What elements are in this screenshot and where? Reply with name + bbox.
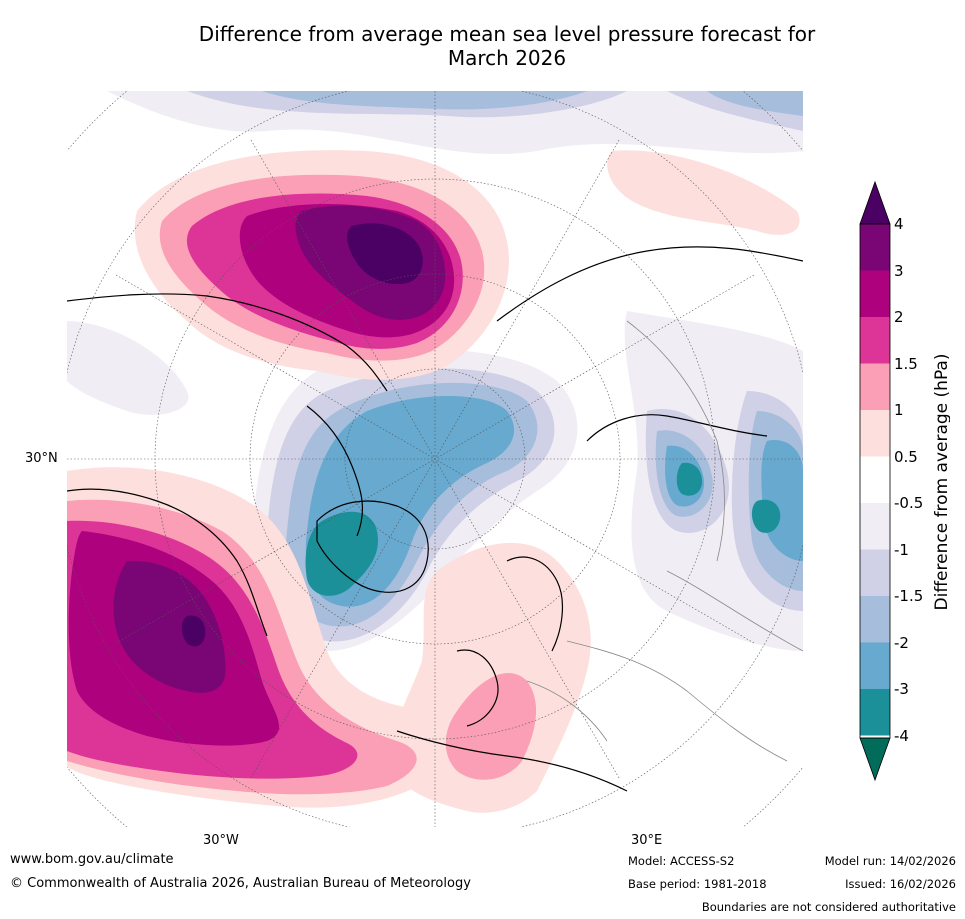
coastlines xyxy=(67,246,803,792)
pressure-anomaly-map xyxy=(67,91,803,827)
footer-disclaimer: Boundaries are not considered authoritat… xyxy=(701,900,956,914)
footer-model-run: Model run: 14/02/2026 xyxy=(824,854,956,868)
footer-copyright: © Commonwealth of Australia 2026, Austra… xyxy=(10,876,471,891)
tick-label-m0.5: -0.5 xyxy=(894,494,923,512)
colorbar-label: Difference from average (hPa) xyxy=(932,354,950,611)
footer-url[interactable]: www.bom.gov.au/climate xyxy=(10,852,174,867)
colorbar-label-wrap: Difference from average (hPa) xyxy=(932,332,952,632)
title-line-1: Difference from average mean sea level p… xyxy=(198,22,816,46)
colorbar: 4 3 2 1.5 1 0.5 -0.5 -1 -1.5 -2 -3 -4 xyxy=(855,180,935,785)
colorbar-band-m1-m0.5 xyxy=(860,503,890,550)
tick-label-1: 1 xyxy=(894,401,904,419)
label-30w: 30°W xyxy=(203,833,239,848)
colorbar-band-m2-m1.5 xyxy=(860,596,890,643)
tick-label-m3: -3 xyxy=(894,680,909,698)
tick-label-m4: -4 xyxy=(894,727,909,745)
map-svg xyxy=(67,91,803,827)
colorbar-band-2-3 xyxy=(860,270,890,317)
colorbar-svg: 4 3 2 1.5 1 0.5 -0.5 -1 -1.5 -2 -3 -4 xyxy=(859,180,923,782)
footer-model: Model: ACCESS-S2 xyxy=(628,854,735,868)
title-line-2: March 2026 xyxy=(447,46,567,70)
colorbar-band-0.5-1 xyxy=(860,410,890,457)
colorbar-band-1-1.5 xyxy=(860,363,890,410)
tick-label-4: 4 xyxy=(894,215,904,233)
country-borders xyxy=(526,320,803,762)
tick-label-m2: -2 xyxy=(894,634,909,652)
colorbar-frame xyxy=(859,223,891,739)
graticule xyxy=(67,91,803,827)
colorbar-arrow-bottom xyxy=(859,737,891,782)
colorbar-band-m4-m3 xyxy=(860,689,890,736)
label-30e: 30°E xyxy=(631,833,663,848)
tick-label-1.5: 1.5 xyxy=(894,355,918,373)
anomaly-positive-extreme xyxy=(181,223,423,647)
tick-label-m1: -1 xyxy=(894,541,909,559)
footer-issued: Issued: 16/02/2026 xyxy=(845,877,956,891)
colorbar-band-3-4 xyxy=(860,224,890,271)
colorbar-band-m3-m2 xyxy=(860,642,890,689)
tick-label-2: 2 xyxy=(894,308,904,326)
colorbar-band-m1.5-m1 xyxy=(860,549,890,596)
label-30n: 30°N xyxy=(25,451,58,466)
chart-title: Difference from average mean sea level p… xyxy=(0,22,965,70)
footer-base-period: Base period: 1981-2018 xyxy=(628,877,767,891)
tick-label-m1.5: -1.5 xyxy=(894,587,923,605)
tick-label-3: 3 xyxy=(894,262,904,280)
colorbar-band-neutral xyxy=(860,456,890,503)
colorbar-label-svg: Difference from average (hPa) xyxy=(932,354,952,611)
anomaly-negative-very-strong xyxy=(305,462,781,596)
colorbar-band-1.5-2 xyxy=(860,317,890,364)
colorbar-arrow-top xyxy=(859,180,891,225)
tick-label-0.5: 0.5 xyxy=(894,448,918,466)
